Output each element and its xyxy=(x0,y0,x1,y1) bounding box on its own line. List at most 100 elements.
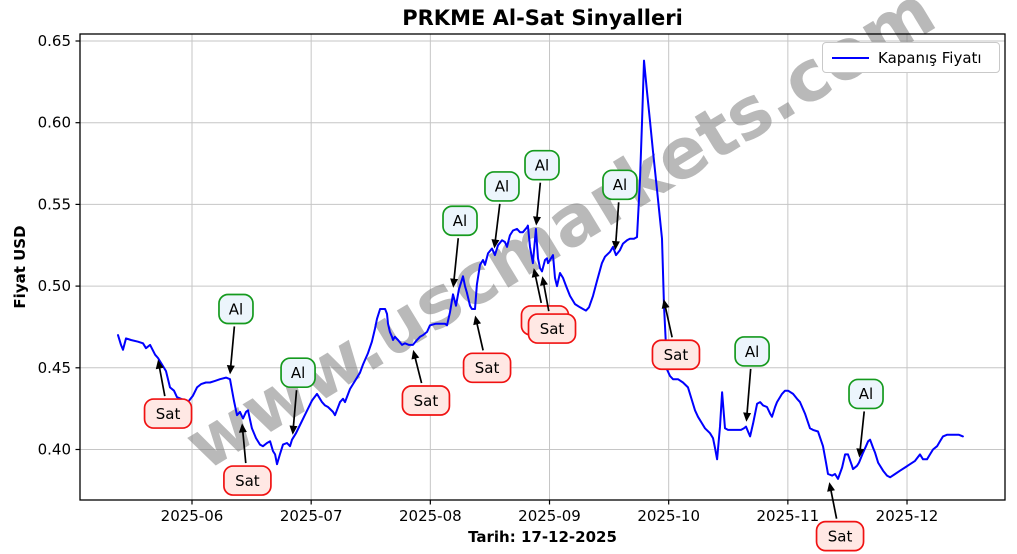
signal-label: Sat xyxy=(235,472,260,490)
signal-box xyxy=(462,352,512,384)
signal-arrow xyxy=(534,274,543,304)
signal-label: Sat xyxy=(664,346,689,364)
buy-signal-annotation: Al xyxy=(280,357,316,435)
legend: Kapanış Fiyatı xyxy=(822,42,1000,73)
x-axis-title: Tarih: 17-12-2025 xyxy=(468,528,617,546)
signal-box xyxy=(524,149,560,181)
signal-label: Al xyxy=(859,385,873,403)
signal-arrow xyxy=(859,411,866,451)
signal-box xyxy=(848,378,884,410)
signal-arrowhead-icon xyxy=(226,365,235,375)
y-tick-label: 0.60 xyxy=(38,114,71,132)
signal-box xyxy=(815,520,865,552)
price-line xyxy=(117,59,964,480)
signal-box xyxy=(223,465,272,496)
signal-arrowhead-icon xyxy=(155,359,164,370)
signal-arrowhead-icon xyxy=(827,482,836,492)
y-tick-label: 0.65 xyxy=(38,32,71,50)
signal-label: Sat xyxy=(475,359,500,377)
buy-signal-annotation: Al xyxy=(442,205,478,288)
buy-signal-annotation: Al xyxy=(524,149,560,226)
y-axis-title: Fiyat USD xyxy=(11,225,29,309)
signal-label: Sat xyxy=(540,320,565,338)
signal-arrowhead-icon xyxy=(611,240,620,251)
signal-arrowhead-icon xyxy=(238,423,247,433)
x-tick-label: 2025-07 xyxy=(280,507,343,525)
signal-arrowhead-icon xyxy=(533,216,542,226)
x-tick-label: 2025-08 xyxy=(399,507,462,525)
buy-signal-annotation: Al xyxy=(602,169,638,251)
y-tick-label: 0.50 xyxy=(38,277,71,295)
x-tick-label: 2025-12 xyxy=(876,507,939,525)
signal-arrow xyxy=(829,488,838,519)
signal-box xyxy=(442,205,478,237)
sell-signal-annotation: Sat xyxy=(462,315,512,384)
signal-arrow xyxy=(414,356,423,384)
chart-title: PRKME Al-Sat Sinyalleri xyxy=(402,6,683,30)
buy-signal-annotation: Al xyxy=(484,171,520,249)
signal-arrowhead-icon xyxy=(743,412,752,422)
signal-label: Al xyxy=(745,343,759,361)
signal-arrow xyxy=(542,283,550,312)
signal-box xyxy=(734,336,770,367)
signal-label: Al xyxy=(495,178,509,196)
signal-arrowhead-icon xyxy=(491,239,500,249)
signal-arrow xyxy=(229,326,236,368)
signal-box xyxy=(280,357,316,389)
sell-signal-annotation: Sat xyxy=(815,482,865,552)
signal-label: Sat xyxy=(156,405,181,423)
signal-arrow xyxy=(664,305,673,338)
signal-box xyxy=(143,398,193,429)
x-tick-label: 2025-10 xyxy=(637,507,700,525)
signal-arrow xyxy=(494,203,501,242)
signal-arrowhead-icon xyxy=(411,349,420,360)
signal-label: Sat xyxy=(414,392,439,410)
signal-arrow xyxy=(158,366,166,397)
signal-box xyxy=(602,169,638,201)
sell-signal-annotation: Sat xyxy=(143,359,193,429)
signal-arrowhead-icon xyxy=(289,425,298,435)
sell-signal-annotation: Sat xyxy=(651,299,701,371)
legend-line-sample-icon xyxy=(832,56,869,59)
x-tick-label: 2025-11 xyxy=(757,507,820,525)
signal-box xyxy=(401,385,451,416)
sell-signal-annotation: Sat xyxy=(223,423,272,496)
y-tick-label: 0.45 xyxy=(38,359,71,377)
signal-box xyxy=(218,293,254,325)
buy-signal-annotation: Al xyxy=(218,293,254,375)
signal-box xyxy=(484,171,520,202)
y-tick-label: 0.55 xyxy=(38,195,71,213)
buy-signal-annotation: Al xyxy=(848,378,884,458)
signal-label: Al xyxy=(613,176,627,194)
signal-arrow xyxy=(614,202,620,244)
signal-arrow xyxy=(241,430,247,464)
axes-frame xyxy=(79,33,1006,501)
x-tick-label: 2025-09 xyxy=(518,507,581,525)
sell-signal-annotation: Sat xyxy=(527,276,577,344)
legend-label: Kapanış Fiyatı xyxy=(878,48,982,67)
signal-arrowhead-icon xyxy=(450,278,459,288)
signal-label: Al xyxy=(229,300,243,318)
signal-box xyxy=(651,339,701,371)
signal-box xyxy=(527,313,577,344)
signal-label: Sat xyxy=(828,527,853,545)
signal-arrow xyxy=(453,238,460,281)
signal-arrow xyxy=(535,182,542,219)
sell-signal-annotation: Sat xyxy=(401,349,451,416)
signal-label: Al xyxy=(453,212,467,230)
signal-arrowhead-icon xyxy=(856,448,865,458)
signal-arrow xyxy=(292,390,298,428)
grid xyxy=(80,34,1005,500)
buy-signal-annotation: Al xyxy=(734,336,770,422)
signal-label: Al xyxy=(291,364,305,382)
signal-arrowhead-icon xyxy=(531,268,540,278)
axis-ticks: 2025-06 2025-07 2025-08 2025-09 2025-10 2025-… xyxy=(38,32,939,525)
signal-label: Al xyxy=(535,156,549,174)
signal-arrow xyxy=(746,368,752,415)
x-tick-label: 2025-06 xyxy=(161,507,224,525)
signal-arrowhead-icon xyxy=(540,276,548,286)
y-tick-label: 0.40 xyxy=(38,441,71,459)
